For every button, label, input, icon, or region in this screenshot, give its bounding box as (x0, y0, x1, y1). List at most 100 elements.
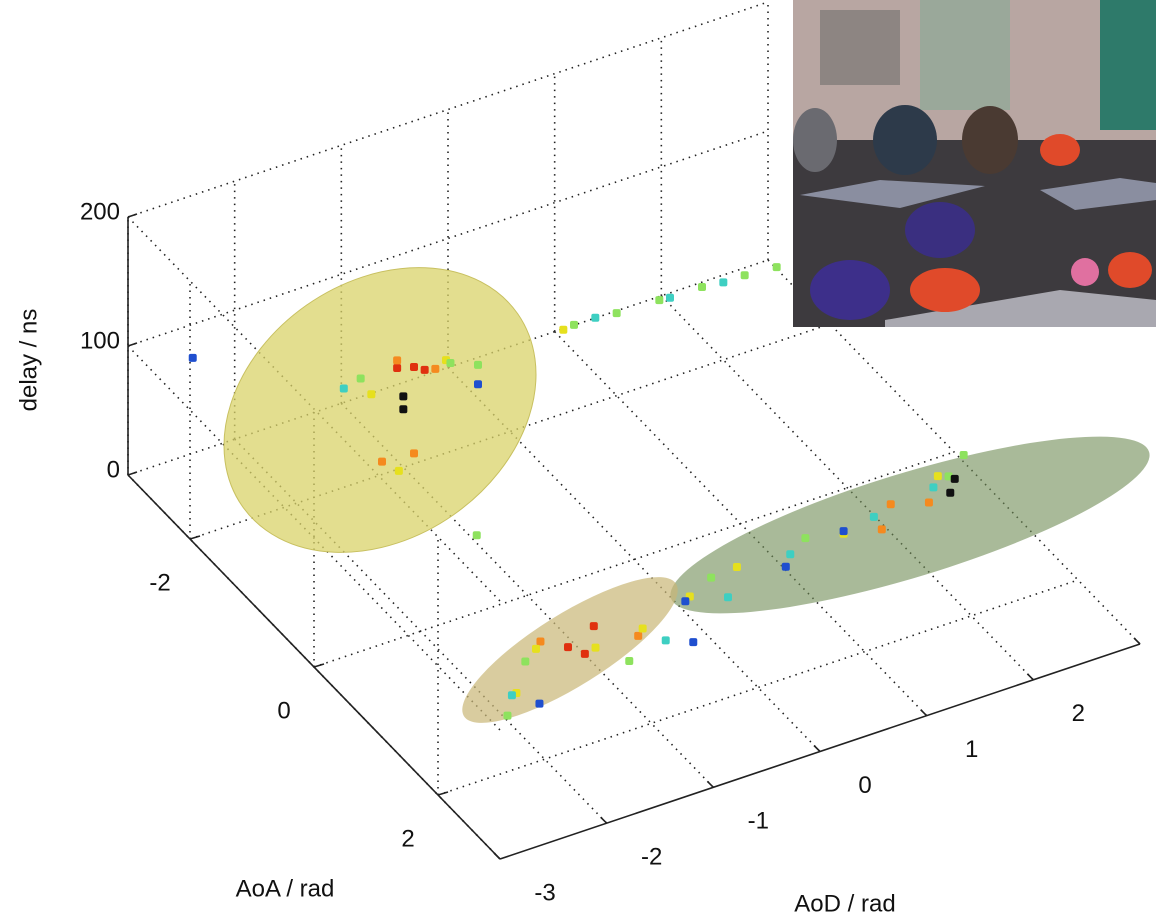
photo-chair (905, 202, 975, 258)
y-tick-label: 2 (401, 825, 414, 852)
point (399, 405, 407, 413)
x-tick-label: 2 (1072, 700, 1085, 727)
cluster-ellipsoid (169, 209, 591, 611)
x-tick-label: -1 (748, 808, 769, 835)
photo-person (793, 108, 837, 172)
cluster-ellipsoid (656, 402, 1156, 648)
point (733, 563, 741, 571)
y-tick-label: 0 (277, 697, 290, 724)
point (592, 644, 600, 652)
point (786, 550, 794, 558)
x-tick-label: -3 (534, 879, 555, 906)
point (662, 636, 670, 644)
point (591, 314, 599, 322)
photo-flower (1071, 258, 1099, 286)
x-tick-label: -2 (641, 844, 662, 871)
point (399, 392, 407, 400)
z-tick-label: 0 (107, 456, 120, 483)
point (639, 625, 647, 633)
point (340, 385, 348, 393)
photo-chair (1040, 134, 1080, 166)
point (707, 574, 715, 582)
point (929, 483, 937, 491)
point (887, 500, 895, 508)
chart: 0100200-202-3-2-10123 delay / ns AoA / r… (0, 0, 1156, 923)
point (521, 657, 529, 665)
point (535, 700, 543, 708)
y-tick (314, 664, 324, 667)
point (393, 364, 401, 372)
point (410, 449, 418, 457)
point (446, 359, 454, 367)
z-tick (128, 472, 137, 475)
point (189, 354, 197, 362)
point (681, 597, 689, 605)
point (393, 356, 401, 364)
photo-window (920, 0, 1010, 110)
x-tick (921, 710, 927, 716)
photo-chair (1108, 252, 1152, 288)
x-tick-label: 1 (965, 736, 978, 763)
z-tick (128, 214, 137, 217)
point (564, 643, 572, 651)
point (410, 363, 418, 371)
point (581, 650, 589, 658)
point (840, 527, 848, 535)
photo-chair (810, 260, 890, 320)
point (719, 278, 727, 286)
point (474, 380, 482, 388)
point (925, 498, 933, 506)
y-tick (190, 536, 200, 539)
point (536, 637, 544, 645)
point (934, 472, 942, 480)
point (570, 321, 578, 329)
point (666, 294, 674, 302)
point (625, 657, 633, 665)
z-tick-label: 100 (80, 327, 120, 354)
point (473, 531, 481, 539)
x-tick (1027, 674, 1033, 680)
point (946, 489, 954, 497)
photo-board (820, 10, 900, 85)
point (951, 475, 959, 483)
point (503, 712, 511, 720)
x-tick (494, 853, 500, 859)
point (367, 390, 375, 398)
point (532, 645, 540, 653)
z-axis-label: delay / ns (15, 309, 42, 412)
x-tick (601, 817, 607, 823)
photo-inset (793, 0, 1156, 327)
photo-person (873, 105, 937, 175)
point (698, 283, 706, 291)
photo-chair (910, 268, 980, 312)
x-tick-label: 0 (858, 772, 871, 799)
point (474, 361, 482, 369)
y-tick (438, 792, 448, 795)
point (689, 638, 697, 646)
point (508, 691, 516, 699)
point (357, 374, 365, 382)
point (773, 263, 781, 271)
point (724, 593, 732, 601)
point (421, 366, 429, 374)
point (590, 622, 598, 630)
z-tick-label: 200 (80, 198, 120, 225)
x-axis-label: AoD / rad (794, 890, 895, 917)
photo-person (962, 106, 1018, 174)
point (870, 513, 878, 521)
y-tick-label: -2 (149, 569, 170, 596)
point (634, 632, 642, 640)
point (431, 365, 439, 373)
x-tick (707, 781, 713, 787)
page: {"chart_data": {"type": "scatter3d", "xl… (0, 0, 1156, 923)
point (613, 309, 621, 317)
x-tick (1134, 638, 1140, 644)
point (741, 271, 749, 279)
point (801, 534, 809, 542)
point (559, 326, 567, 334)
photo-door (1100, 0, 1156, 130)
point (960, 451, 968, 459)
point (655, 296, 663, 304)
y-axis-label: AoA / rad (236, 875, 335, 902)
point (878, 525, 886, 533)
